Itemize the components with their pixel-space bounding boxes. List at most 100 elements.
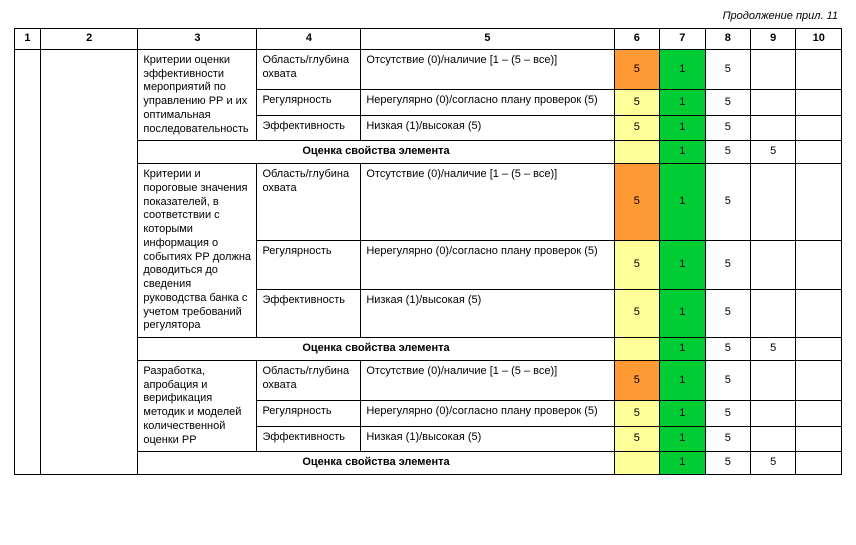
scale-cell: Низкая (1)/высокая (5)	[361, 115, 614, 140]
summary-label-cell: Оценка свойства элемента	[138, 452, 614, 475]
value-cell-8: 5	[705, 360, 750, 401]
table-body: Критерии оценки эффективности мероприяти…	[15, 49, 842, 474]
col1-cell	[15, 49, 41, 474]
table-row: Разработка, апробация и верификация мето…	[15, 360, 842, 401]
value-cell-7: 1	[660, 360, 705, 401]
col-header-3: 3	[138, 29, 257, 50]
scale-cell: Отсутствие (0)/наличие [1 – (5 – все)]	[361, 164, 614, 241]
col-header-1: 1	[15, 29, 41, 50]
summary-value-cell-10	[796, 452, 842, 475]
scale-cell: Низкая (1)/высокая (5)	[361, 289, 614, 337]
value-cell-10	[796, 90, 842, 115]
value-cell-7: 1	[660, 164, 705, 241]
table-row: Критерии оценки эффективности мероприяти…	[15, 49, 842, 90]
scale-cell: Нерегулярно (0)/согласно плану проверок …	[361, 241, 614, 289]
value-cell-10	[796, 241, 842, 289]
assessment-table: 1 2 3 4 5 6 7 8 9 10 Критерии оценки эфф…	[14, 28, 842, 475]
summary-value-cell-6	[614, 141, 659, 164]
value-cell-9	[750, 241, 795, 289]
aspect-cell: Регулярность	[257, 90, 361, 115]
value-cell-8: 5	[705, 164, 750, 241]
value-cell-7: 1	[660, 401, 705, 426]
value-cell-9	[750, 90, 795, 115]
value-cell-6: 5	[614, 49, 659, 90]
summary-value-cell-10	[796, 338, 842, 361]
value-cell-8: 5	[705, 115, 750, 140]
criterion-cell: Разработка, апробация и верификация мето…	[138, 360, 257, 452]
value-cell-10	[796, 401, 842, 426]
value-cell-7: 1	[660, 115, 705, 140]
aspect-cell: Эффективность	[257, 289, 361, 337]
value-cell-8: 5	[705, 49, 750, 90]
col2-cell	[40, 49, 137, 474]
continuation-label: Продолжение прил. 11	[14, 10, 838, 22]
value-cell-7: 1	[660, 90, 705, 115]
summary-value-cell-6	[614, 452, 659, 475]
value-cell-6: 5	[614, 426, 659, 451]
summary-label-cell: Оценка свойства элемента	[138, 141, 614, 164]
value-cell-10	[796, 164, 842, 241]
criterion-cell: Критерии и пороговые значения показателе…	[138, 164, 257, 338]
summary-value-cell-6	[614, 338, 659, 361]
value-cell-8: 5	[705, 289, 750, 337]
table-row: Критерии и пороговые значения показателе…	[15, 164, 842, 241]
value-cell-8: 5	[705, 401, 750, 426]
value-cell-7: 1	[660, 289, 705, 337]
col-header-5: 5	[361, 29, 614, 50]
value-cell-9	[750, 289, 795, 337]
summary-value-cell-7: 1	[660, 141, 705, 164]
summary-value-cell-10	[796, 141, 842, 164]
value-cell-10	[796, 115, 842, 140]
summary-value-cell-7: 1	[660, 338, 705, 361]
summary-value-cell-8: 5	[705, 141, 750, 164]
aspect-cell: Эффективность	[257, 426, 361, 451]
value-cell-8: 5	[705, 426, 750, 451]
value-cell-9	[750, 426, 795, 451]
aspect-cell: Область/глубина охвата	[257, 360, 361, 401]
summary-value-cell-7: 1	[660, 452, 705, 475]
value-cell-7: 1	[660, 241, 705, 289]
value-cell-8: 5	[705, 90, 750, 115]
col-header-4: 4	[257, 29, 361, 50]
value-cell-6: 5	[614, 115, 659, 140]
aspect-cell: Область/глубина охвата	[257, 49, 361, 90]
col-header-10: 10	[796, 29, 842, 50]
value-cell-6: 5	[614, 360, 659, 401]
col-header-2: 2	[40, 29, 137, 50]
value-cell-9	[750, 401, 795, 426]
value-cell-10	[796, 360, 842, 401]
summary-row: Оценка свойства элемента155	[15, 452, 842, 475]
scale-cell: Низкая (1)/высокая (5)	[361, 426, 614, 451]
value-cell-9	[750, 360, 795, 401]
value-cell-10	[796, 426, 842, 451]
summary-row: Оценка свойства элемента155	[15, 338, 842, 361]
page-root: Продолжение прил. 11 1 2 3 4 5 6 7 8 9 1…	[0, 0, 856, 489]
value-cell-9	[750, 164, 795, 241]
scale-cell: Нерегулярно (0)/согласно плану проверок …	[361, 401, 614, 426]
scale-cell: Отсутствие (0)/наличие [1 – (5 – все)]	[361, 360, 614, 401]
value-cell-6: 5	[614, 401, 659, 426]
value-cell-9	[750, 49, 795, 90]
value-cell-8: 5	[705, 241, 750, 289]
summary-row: Оценка свойства элемента155	[15, 141, 842, 164]
summary-value-cell-8: 5	[705, 338, 750, 361]
value-cell-6: 5	[614, 164, 659, 241]
col-header-9: 9	[750, 29, 795, 50]
value-cell-6: 5	[614, 241, 659, 289]
aspect-cell: Регулярность	[257, 241, 361, 289]
value-cell-6: 5	[614, 289, 659, 337]
table-header-row: 1 2 3 4 5 6 7 8 9 10	[15, 29, 842, 50]
col-header-6: 6	[614, 29, 659, 50]
scale-cell: Нерегулярно (0)/согласно плану проверок …	[361, 90, 614, 115]
aspect-cell: Эффективность	[257, 115, 361, 140]
summary-value-cell-9: 5	[750, 338, 795, 361]
scale-cell: Отсутствие (0)/наличие [1 – (5 – все)]	[361, 49, 614, 90]
aspect-cell: Регулярность	[257, 401, 361, 426]
summary-label-cell: Оценка свойства элемента	[138, 338, 614, 361]
value-cell-10	[796, 289, 842, 337]
value-cell-6: 5	[614, 90, 659, 115]
summary-value-cell-9: 5	[750, 141, 795, 164]
aspect-cell: Область/глубина охвата	[257, 164, 361, 241]
col-header-7: 7	[660, 29, 705, 50]
criterion-cell: Критерии оценки эффективности мероприяти…	[138, 49, 257, 141]
